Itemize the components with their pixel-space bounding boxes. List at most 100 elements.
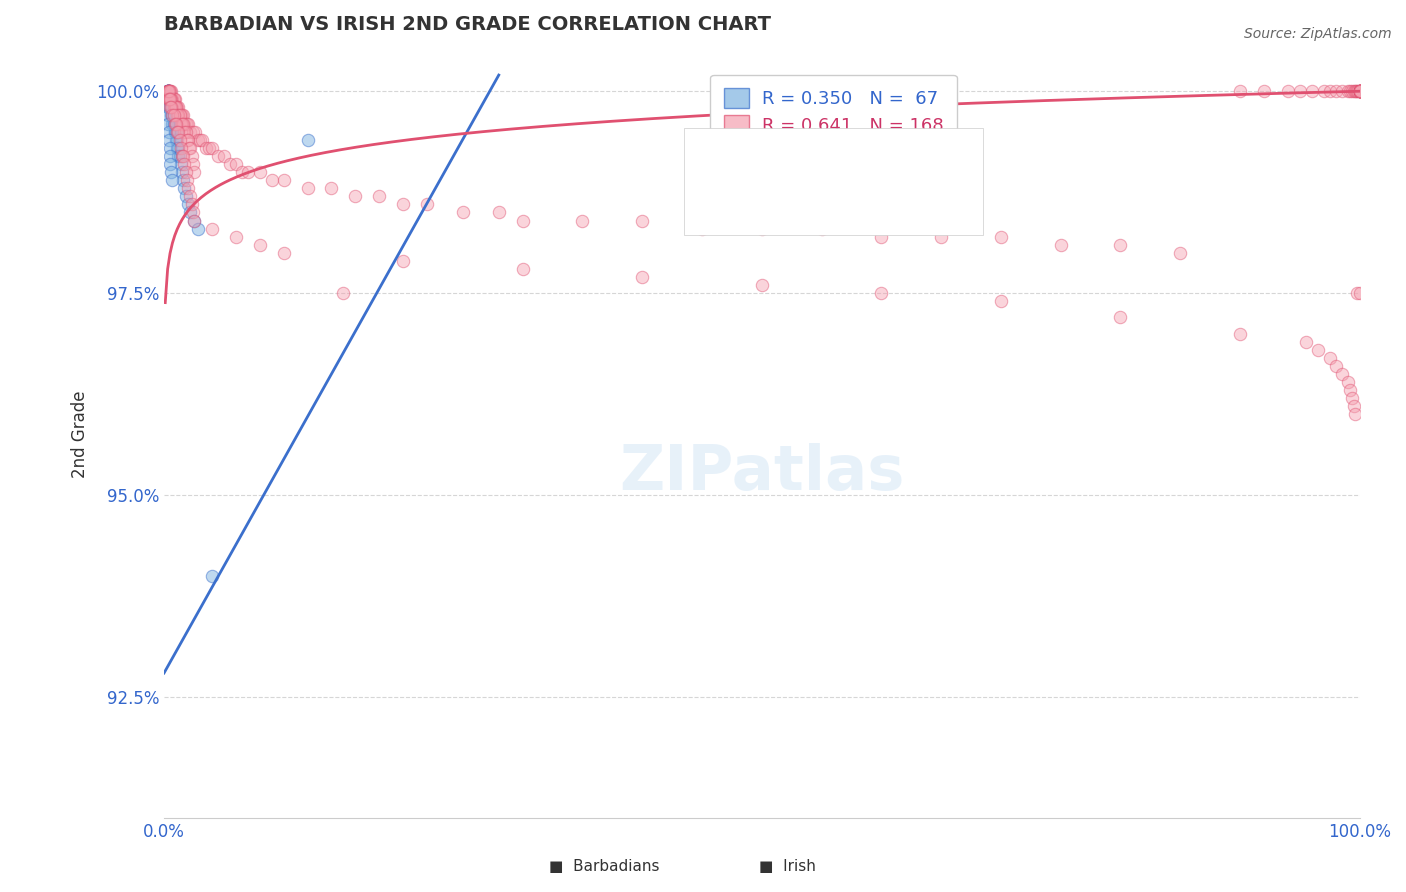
Point [368, 189, 391, 203]
Point [174, 189, 197, 203]
Point [163, 100, 186, 114]
Point [157, 92, 180, 106]
Point [176, 173, 198, 187]
Point [1348, 84, 1371, 98]
Point [179, 205, 201, 219]
Point [157, 84, 180, 98]
Point [165, 117, 187, 131]
Point [1348, 84, 1371, 98]
Point [416, 197, 439, 211]
Point [165, 100, 187, 114]
Point [159, 92, 181, 106]
Point [156, 84, 179, 98]
Point [165, 125, 187, 139]
Point [160, 84, 183, 98]
Point [181, 157, 204, 171]
Point [166, 133, 188, 147]
Point [173, 181, 195, 195]
Point [929, 229, 952, 244]
Point [181, 205, 204, 219]
Point [162, 117, 184, 131]
Point [163, 125, 186, 139]
Point [990, 229, 1012, 244]
Point [167, 125, 190, 139]
Point [249, 165, 271, 179]
Point [1348, 84, 1371, 98]
Point [170, 108, 193, 122]
Point [1348, 84, 1371, 98]
Text: Source: ZipAtlas.com: Source: ZipAtlas.com [1244, 27, 1392, 41]
Point [159, 92, 181, 106]
Point [1348, 84, 1371, 98]
Point [177, 197, 200, 211]
Point [1348, 84, 1371, 98]
Point [810, 221, 832, 235]
Point [1049, 237, 1071, 252]
Point [236, 165, 259, 179]
Point [162, 100, 184, 114]
Point [170, 117, 193, 131]
Point [159, 141, 181, 155]
Point [344, 189, 367, 203]
Point [156, 84, 179, 98]
Point [156, 92, 179, 106]
Point [174, 117, 197, 131]
Point [162, 117, 184, 131]
Point [167, 149, 190, 163]
Point [156, 100, 179, 114]
Point [156, 84, 179, 98]
Point [162, 108, 184, 122]
Point [159, 100, 181, 114]
Point [162, 108, 184, 122]
Point [159, 92, 181, 106]
Point [162, 173, 184, 187]
Point [1324, 359, 1347, 373]
Point [1229, 326, 1251, 341]
Point [157, 125, 180, 139]
Point [170, 117, 193, 131]
Point [174, 165, 197, 179]
Point [166, 125, 188, 139]
Point [273, 173, 295, 187]
Text: ZIPatlas: ZIPatlas [619, 443, 904, 503]
Point [191, 133, 214, 147]
Point [160, 165, 183, 179]
Point [156, 84, 179, 98]
Point [990, 294, 1012, 309]
Point [571, 213, 593, 227]
Point [1348, 84, 1371, 98]
Point [159, 157, 181, 171]
Point [1319, 351, 1341, 365]
Point [166, 100, 188, 114]
Point [156, 84, 179, 98]
Point [1346, 286, 1368, 301]
Point [218, 157, 240, 171]
Point [194, 141, 217, 155]
Point [156, 84, 179, 98]
Point [1344, 84, 1367, 98]
Point [231, 165, 253, 179]
Point [162, 108, 184, 122]
Point [177, 117, 200, 131]
Point [160, 100, 183, 114]
Point [157, 84, 180, 98]
Point [260, 173, 283, 187]
Point [1301, 84, 1323, 98]
Point [179, 141, 201, 155]
Legend: R = 0.350   N =  67, R = 0.641   N = 168: R = 0.350 N = 67, R = 0.641 N = 168 [710, 75, 957, 149]
Point [184, 125, 207, 139]
Point [1330, 367, 1353, 381]
Point [1229, 84, 1251, 98]
Point [156, 117, 179, 131]
Point [512, 262, 534, 277]
Point [160, 92, 183, 106]
Point [160, 100, 183, 114]
Point [162, 108, 184, 122]
Point [1348, 84, 1371, 98]
Point [1109, 237, 1132, 252]
Point [156, 84, 179, 98]
Point [1343, 400, 1365, 414]
Point [180, 149, 202, 163]
Point [159, 100, 181, 114]
Point [1348, 84, 1371, 98]
